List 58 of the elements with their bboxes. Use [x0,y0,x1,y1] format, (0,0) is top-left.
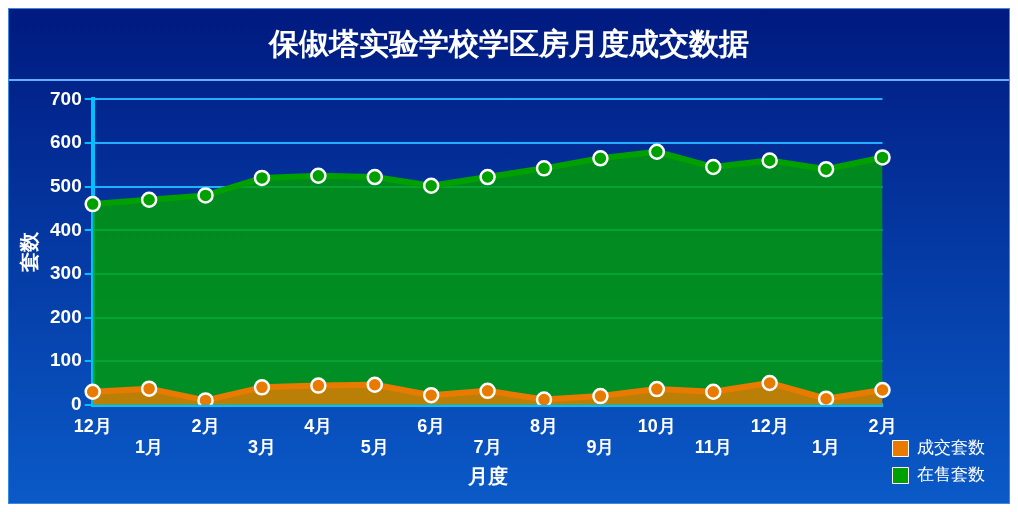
point [705,158,722,176]
y-tick-label: 500 [50,174,82,196]
x-tick-label: 2月 [868,415,897,436]
point [140,380,158,397]
x-tick-label: 1月 [812,437,841,458]
point [761,374,778,392]
x-tick-label: 11月 [694,437,732,458]
chart-title: 保俶塔实验学校学区房月度成交数据 [269,24,749,63]
y-axis-title: 套数 [17,231,42,274]
point [874,149,891,166]
point [761,152,778,169]
legend-label: 成交套数 [917,436,985,457]
point [479,382,496,400]
point [422,177,440,195]
point [535,391,553,405]
point [310,167,327,184]
point [197,392,214,405]
x-tick-label: 7月 [473,437,502,458]
x-tick-label: 12月 [73,415,112,436]
point [648,380,666,398]
y-tick-label: 0 [71,393,82,415]
legend-label: 在售套数 [917,463,985,484]
x-tick-label: 2月 [191,415,220,436]
x-tick-label: 6月 [417,415,446,436]
point [874,381,891,399]
x-tick-label: 8月 [530,415,559,436]
point [84,195,101,213]
y-tick-label: 300 [50,262,82,284]
x-tick-label: 4月 [304,415,333,436]
x-tick-label: 10月 [637,415,676,436]
x-tick-label: 1月 [135,437,164,458]
point [705,383,722,400]
x-tick-label: 3月 [247,437,276,458]
y-tick-label: 700 [50,87,82,109]
y-tick-label: 600 [50,131,82,153]
point [140,191,158,208]
x-tick-label: 5月 [360,437,389,458]
point [197,187,214,204]
point [817,390,835,405]
x-tick-label: 9月 [586,437,615,458]
y-tick-label: 100 [50,349,82,371]
y-tick-label: 400 [50,218,82,240]
point [592,387,609,405]
point [366,168,384,186]
point [253,379,271,396]
point [422,386,440,404]
y-tick-label: 200 [50,305,82,327]
point [535,160,553,177]
point [366,376,384,393]
point [253,169,271,187]
point [817,160,835,178]
point [648,143,666,160]
point [310,377,327,394]
x-axis-title: 月度 [466,464,508,489]
point [592,150,609,167]
point [479,168,496,186]
x-tick-label: 12月 [750,415,789,436]
point [84,383,101,400]
